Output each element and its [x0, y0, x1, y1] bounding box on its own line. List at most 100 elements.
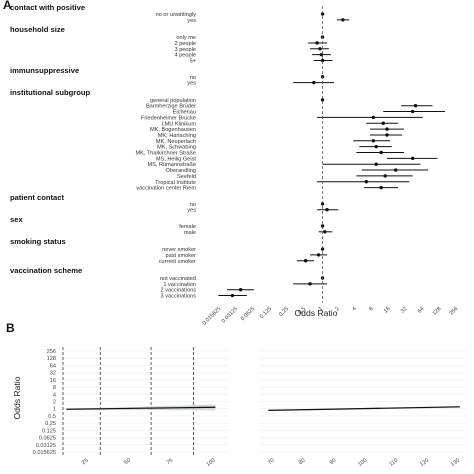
x-tick-label: 0.03125: [221, 306, 240, 325]
y-tick-label: 0.015625: [33, 450, 56, 456]
point-estimate: [371, 115, 376, 120]
y-tick-label: 0.25: [45, 421, 56, 427]
y-tick-label: 64: [50, 363, 56, 369]
x-tick-label: 130: [450, 458, 461, 468]
row-label: MK, Harlaching: [158, 133, 196, 139]
effect-y-axis-title: Odds Ratio: [12, 376, 22, 419]
y-tick-label: 1: [53, 407, 56, 413]
y-tick-label: 32: [50, 371, 56, 377]
x-tick-label: 25: [81, 458, 90, 466]
x-tick-label: 256: [449, 306, 460, 317]
x-tick-label: 2: [334, 306, 340, 312]
row-label: 4 people: [175, 53, 196, 59]
y-tick-label: 2: [53, 400, 56, 406]
row-label: MK, Schwabing: [157, 145, 196, 151]
x-tick-label: 80: [298, 458, 307, 466]
group-heading: immunsuppressive: [10, 66, 79, 75]
odds-ratio-line: [268, 406, 460, 412]
x-tick-label: 0.015625: [202, 306, 223, 327]
row-label: MK, Neuperlach: [156, 139, 196, 145]
point-estimate: [413, 104, 418, 108]
row-label: Eichenau: [173, 110, 196, 116]
point-estimate: [383, 174, 387, 178]
point-estimate: [323, 230, 327, 234]
point-estimate: [320, 247, 325, 251]
x-tick-label: 0.25: [278, 306, 290, 318]
x-tick-label: 90: [329, 458, 338, 466]
point-estimate: [318, 47, 322, 51]
row-label: male: [184, 230, 196, 236]
row-label: Seefeld: [177, 174, 196, 180]
group-heading: smoking status: [10, 237, 66, 246]
group-heading: sex: [10, 215, 23, 224]
x-tick-label: 0.0625: [240, 306, 256, 322]
point-estimate: [374, 144, 378, 149]
row-label: not vaccinated: [160, 276, 196, 282]
point-estimate: [341, 18, 345, 22]
x-tick-label: 128: [432, 306, 443, 317]
point-estimate: [364, 180, 369, 184]
x-tick-label: 110: [388, 458, 399, 468]
x-tick-label: 64: [417, 306, 426, 315]
x-tick-label: 8: [368, 306, 374, 312]
row-label: yes: [187, 208, 196, 214]
y-tick-label: 0.03125: [36, 443, 56, 449]
point-estimate: [312, 80, 316, 85]
point-estimate: [379, 150, 383, 155]
group-heading: patient contact: [10, 193, 64, 202]
point-estimate: [385, 133, 389, 137]
row-label: MS, Heilig Geist: [156, 156, 197, 162]
row-label: 1 vaccination: [163, 282, 196, 288]
y-tick-label: 0.5: [48, 414, 56, 420]
row-label: LMU Klinikum: [161, 121, 196, 127]
y-tick-label: 0.125: [42, 428, 56, 434]
row-label: female: [179, 224, 196, 230]
point-estimate: [238, 288, 243, 292]
x-tick-label: 120: [419, 458, 430, 468]
group-heading: vaccination scheme: [10, 266, 82, 275]
x-tick-label: 100: [206, 458, 217, 468]
row-label: no: [190, 75, 196, 81]
y-tick-label: 0.0625: [39, 436, 56, 442]
row-label: no or unwittingly: [156, 12, 197, 18]
point-estimate: [325, 208, 329, 212]
point-estimate: [410, 109, 415, 114]
x-tick-label: 0.125: [259, 306, 273, 320]
point-estimate: [320, 58, 325, 63]
forest-x-axis-title: Odds Ratio: [295, 308, 338, 318]
row-label: MS, Rümannstraße: [148, 162, 197, 168]
y-tick-label: 128: [47, 356, 56, 362]
point-estimate: [394, 168, 398, 172]
point-estimate: [410, 156, 415, 161]
x-tick-label: 50: [123, 458, 132, 466]
row-label: 3 people: [175, 47, 196, 53]
group-heading: household size: [10, 25, 65, 34]
row-label: 3 vaccinations: [161, 294, 197, 300]
point-estimate: [374, 162, 378, 166]
point-estimate: [379, 185, 383, 190]
row-label: Friedenheimer Brücke: [141, 115, 196, 121]
y-tick-label: 4: [53, 392, 56, 398]
point-estimate: [320, 224, 325, 228]
row-label: general population: [150, 98, 196, 104]
row-label: past smoker: [166, 253, 197, 259]
point-estimate: [316, 253, 321, 257]
group-heading: institutional subgroup: [10, 88, 91, 97]
x-tick-label: 70: [267, 458, 276, 466]
row-label: yes: [187, 18, 196, 24]
x-tick-label: 32: [400, 306, 409, 315]
point-estimate: [319, 52, 324, 57]
point-estimate: [230, 293, 235, 298]
row-label: 2 people: [175, 41, 196, 47]
panel-b-label: B: [6, 321, 15, 335]
x-tick-label: 16: [383, 306, 392, 315]
row-label: vaccination center Riem: [136, 186, 196, 192]
odds-ratio-line: [66, 406, 216, 410]
panel-a-label: A: [3, 0, 12, 12]
x-tick-label: 75: [166, 458, 175, 466]
y-tick-label: 256: [47, 349, 56, 355]
row-label: 5+: [190, 59, 196, 65]
